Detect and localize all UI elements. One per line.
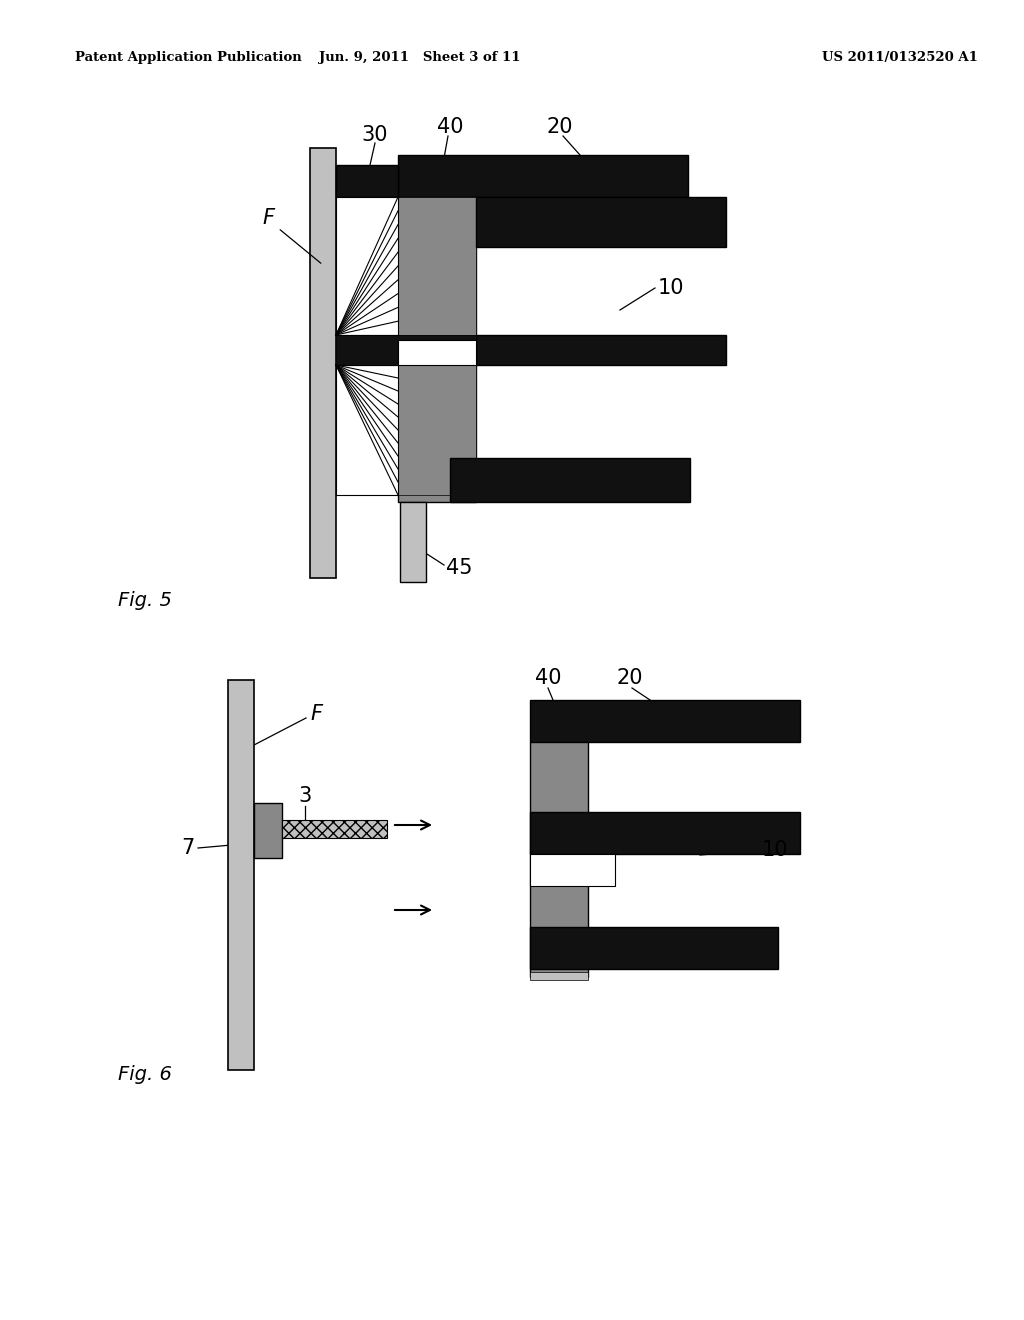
Text: 45: 45	[446, 558, 472, 578]
Text: F: F	[262, 209, 274, 228]
Bar	[398, 197, 476, 335]
Bar	[228, 680, 254, 1071]
Text: US 2011/0132520 A1: US 2011/0132520 A1	[822, 50, 978, 63]
Bar	[450, 458, 690, 502]
Bar	[282, 820, 387, 838]
Bar	[530, 742, 588, 977]
Text: 3: 3	[298, 785, 311, 807]
Bar	[530, 854, 615, 886]
Bar	[398, 366, 476, 495]
Bar	[310, 148, 336, 578]
Text: 40: 40	[535, 668, 561, 688]
Text: 10: 10	[762, 840, 788, 861]
Text: 20: 20	[616, 668, 643, 688]
Text: Patent Application Publication: Patent Application Publication	[75, 50, 302, 63]
Text: Fig. 6: Fig. 6	[118, 1065, 172, 1085]
Bar	[530, 812, 800, 854]
Text: 20: 20	[547, 117, 573, 137]
Text: 7: 7	[181, 838, 195, 858]
Bar	[530, 700, 800, 742]
Text: 10: 10	[658, 279, 684, 298]
Bar	[398, 341, 476, 366]
Bar	[530, 972, 588, 979]
Bar	[398, 154, 688, 197]
Bar	[398, 197, 476, 502]
Text: 30: 30	[361, 125, 388, 145]
Bar	[400, 502, 426, 582]
Bar	[476, 335, 726, 366]
Text: F: F	[310, 704, 322, 723]
Text: Fig. 5: Fig. 5	[118, 590, 172, 610]
Bar	[336, 197, 398, 335]
Text: 40: 40	[437, 117, 463, 137]
Bar	[336, 165, 398, 197]
Bar	[254, 803, 282, 858]
Bar	[476, 197, 726, 247]
Text: Jun. 9, 2011   Sheet 3 of 11: Jun. 9, 2011 Sheet 3 of 11	[319, 50, 521, 63]
Bar	[336, 366, 398, 495]
Bar	[530, 927, 778, 969]
Bar	[336, 335, 476, 366]
